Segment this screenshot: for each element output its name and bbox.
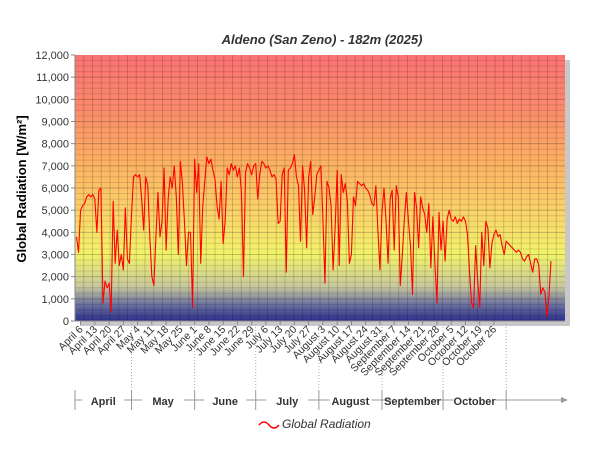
month-label: August: [331, 396, 369, 408]
month-label: June: [212, 396, 238, 408]
plot-area: [75, 55, 565, 321]
month-label: May: [152, 396, 174, 408]
month-label-bg: [329, 392, 372, 407]
y-tick-label: 8,000: [41, 139, 69, 151]
month-label: September: [384, 396, 442, 408]
month-label: April: [91, 396, 116, 408]
month-axis: April May June July August September October: [74, 324, 568, 410]
month-label-bg: [453, 392, 496, 407]
legend[interactable]: Global Radiation: [258, 417, 371, 431]
series-line-global-radiation: [75, 154, 552, 318]
y-tick-label: 7,000: [41, 161, 69, 173]
y-tick-label: 4,000: [41, 227, 69, 239]
y-tick-label: 5,000: [41, 205, 69, 217]
month-label-bg: [82, 392, 125, 407]
y-axis-ticks: 0 1,000 2,000 3,000 4,000 5,000 6,000 7,000 8,00…: [35, 50, 75, 328]
series-group: [75, 154, 552, 318]
chart-title: Aldeno (San Zeno) - 182m (2025): [221, 32, 423, 47]
y-tick-label: 12,000: [35, 50, 69, 62]
month-label-bg: [266, 392, 309, 407]
y-tick-label: 6,000: [41, 183, 69, 195]
y-tick-label: 11,000: [36, 72, 69, 84]
legend-line-icon: [258, 421, 280, 429]
y-tick-label: 1,000: [41, 294, 69, 306]
month-axis-arrow: [561, 397, 568, 403]
month-label-bg: [204, 392, 247, 407]
y-tick-label: 3,000: [41, 250, 69, 262]
grid-lines: [75, 55, 565, 321]
month-label-bg: [391, 392, 434, 407]
y-tick-label: 10,000: [35, 94, 69, 106]
y-axis-label: Global Radiation [W/m²]: [14, 115, 29, 262]
month-label: October: [454, 396, 497, 408]
y-tick-label: 0: [63, 316, 69, 328]
legend-label: Global Radiation: [282, 417, 371, 431]
month-label: July: [276, 396, 299, 408]
y-tick-label: 2,000: [41, 272, 69, 284]
month-label-bg: [142, 392, 185, 407]
y-tick-label: 9,000: [41, 117, 69, 129]
